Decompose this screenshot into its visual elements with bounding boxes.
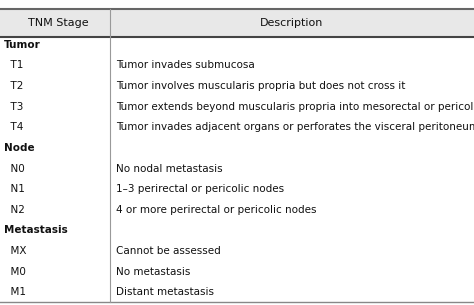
Text: N0: N0 [4, 163, 25, 174]
Bar [0, 9, 474, 37]
Text: Tumor: Tumor [4, 40, 41, 50]
Text: 1–3 perirectal or pericolic nodes: 1–3 perirectal or pericolic nodes [116, 184, 284, 194]
Text: Metastasis: Metastasis [4, 225, 67, 235]
Text: Distant metastasis: Distant metastasis [116, 287, 214, 297]
Text: 4 or more perirectal or pericolic nodes: 4 or more perirectal or pericolic nodes [116, 205, 317, 215]
Text: Node: Node [4, 143, 35, 153]
Text: No nodal metastasis: No nodal metastasis [116, 163, 223, 174]
Text: Tumor invades submucosa: Tumor invades submucosa [116, 60, 255, 70]
Text: N1: N1 [4, 184, 25, 194]
Text: M0: M0 [4, 267, 26, 277]
Text: Tumor extends beyond muscularis propria into mesorectal or pericolic fat: Tumor extends beyond muscularis propria … [116, 102, 474, 112]
Text: T2: T2 [4, 81, 23, 91]
Text: Description: Description [260, 18, 324, 28]
Text: T3: T3 [4, 102, 23, 112]
Text: No metastasis: No metastasis [116, 267, 191, 277]
Text: T1: T1 [4, 60, 23, 70]
Text: MX: MX [4, 246, 26, 256]
Text: M1: M1 [4, 287, 26, 297]
Text: Tumor involves muscularis propria but does not cross it: Tumor involves muscularis propria but do… [116, 81, 405, 91]
Text: N2: N2 [4, 205, 25, 215]
Text: Cannot be assessed: Cannot be assessed [116, 246, 221, 256]
Text: T4: T4 [4, 122, 23, 132]
Text: Tumor invades adjacent organs or perforates the visceral peritoneum: Tumor invades adjacent organs or perfora… [116, 122, 474, 132]
Text: TNM Stage: TNM Stage [28, 18, 89, 28]
